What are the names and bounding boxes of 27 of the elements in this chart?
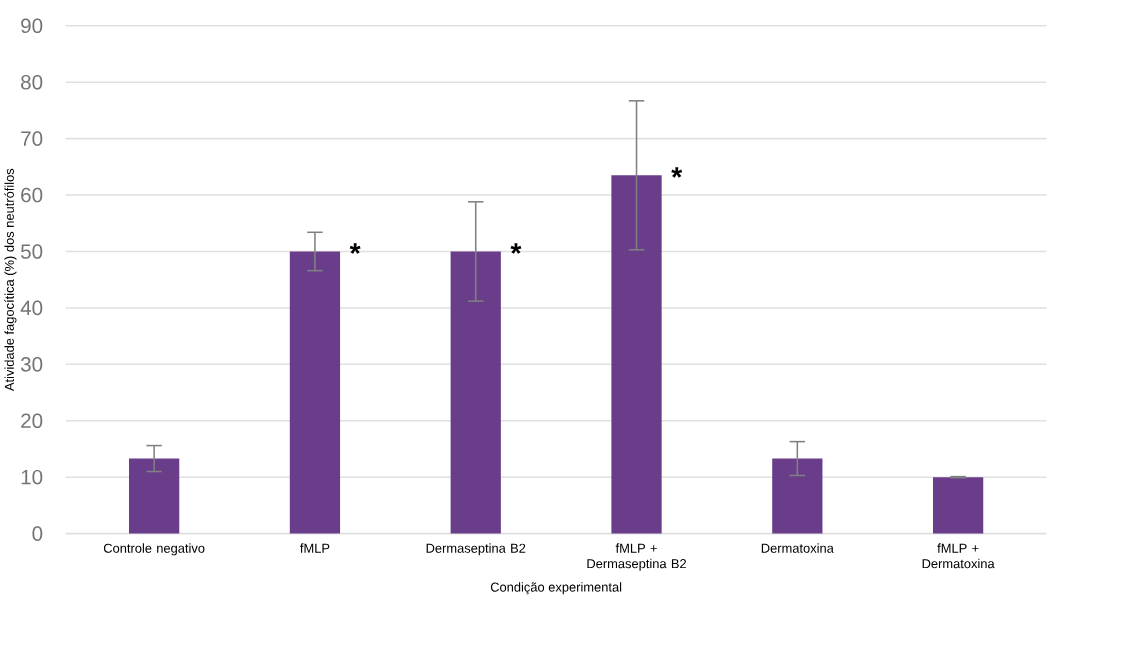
x-tick-label: fMLP [300,543,330,553]
annotation: * [671,166,683,178]
x-tick-label: Dermatoxina [761,543,834,553]
y-tick-label: 70 [21,131,43,146]
x-tick-label: Controle negativo [103,543,205,556]
bar [772,458,823,534]
y-tick-label: 90 [21,18,43,33]
x-tick-label: Dermaseptina B2 [426,543,526,556]
y-tick-label: 0 [32,526,43,541]
y-tick-label: 80 [21,74,43,90]
y-axis-title: Atividade fagocítica (%) dos neutrófilos [4,168,17,391]
y-tick-label: 20 [21,413,43,428]
y-tick-label: 60 [21,187,43,203]
bar [289,251,341,534]
x-tick-label: fMLP + Dermatoxina [922,543,995,569]
annotation: * [510,243,522,254]
y-tick-label: 40 [20,300,43,315]
y-tick-label: 10 [21,469,43,485]
bar [611,175,662,534]
bar [932,476,984,534]
x-axis-title: Condição experimental [490,582,622,595]
y-tick-label: 30 [20,356,43,372]
annotation: * [349,243,361,254]
x-tick-label: fMLP + Dermaseptina B2 [587,543,687,571]
bar [129,458,180,534]
y-tick-label: 50 [20,243,43,259]
bar [450,251,501,534]
